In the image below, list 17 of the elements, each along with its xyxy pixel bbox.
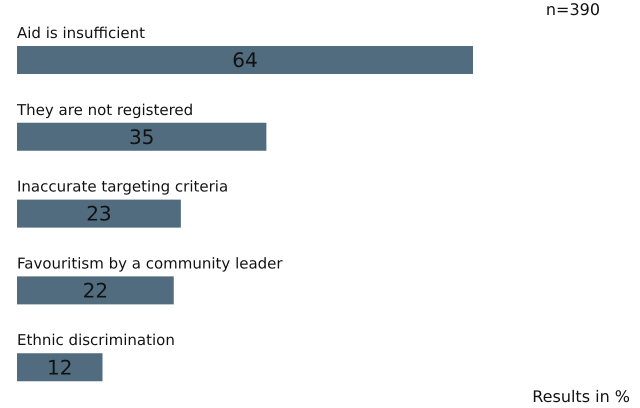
- bar: [17, 46, 473, 74]
- data-label: 64: [232, 48, 258, 72]
- bar: [17, 276, 174, 304]
- text: n=390: [546, 0, 600, 19]
- bar: [17, 200, 181, 228]
- data-label: 12: [47, 355, 72, 380]
- y-tick-label: Inaccurate targeting criteria: [17, 178, 228, 196]
- y-tick-label: They are not registered: [16, 100, 194, 119]
- data-label: 22: [82, 278, 108, 302]
- y-tick-label: Ethnic discrimination: [17, 331, 175, 350]
- bar: [17, 353, 102, 382]
- data-label: 35: [128, 124, 154, 149]
- y-tick-label: Aid is insufficient: [17, 24, 146, 42]
- data-label: 23: [86, 202, 112, 226]
- text: Results in %: [532, 387, 630, 406]
- y-tick-label: Favouritism by a community leader: [17, 254, 284, 272]
- bar: [17, 122, 266, 151]
